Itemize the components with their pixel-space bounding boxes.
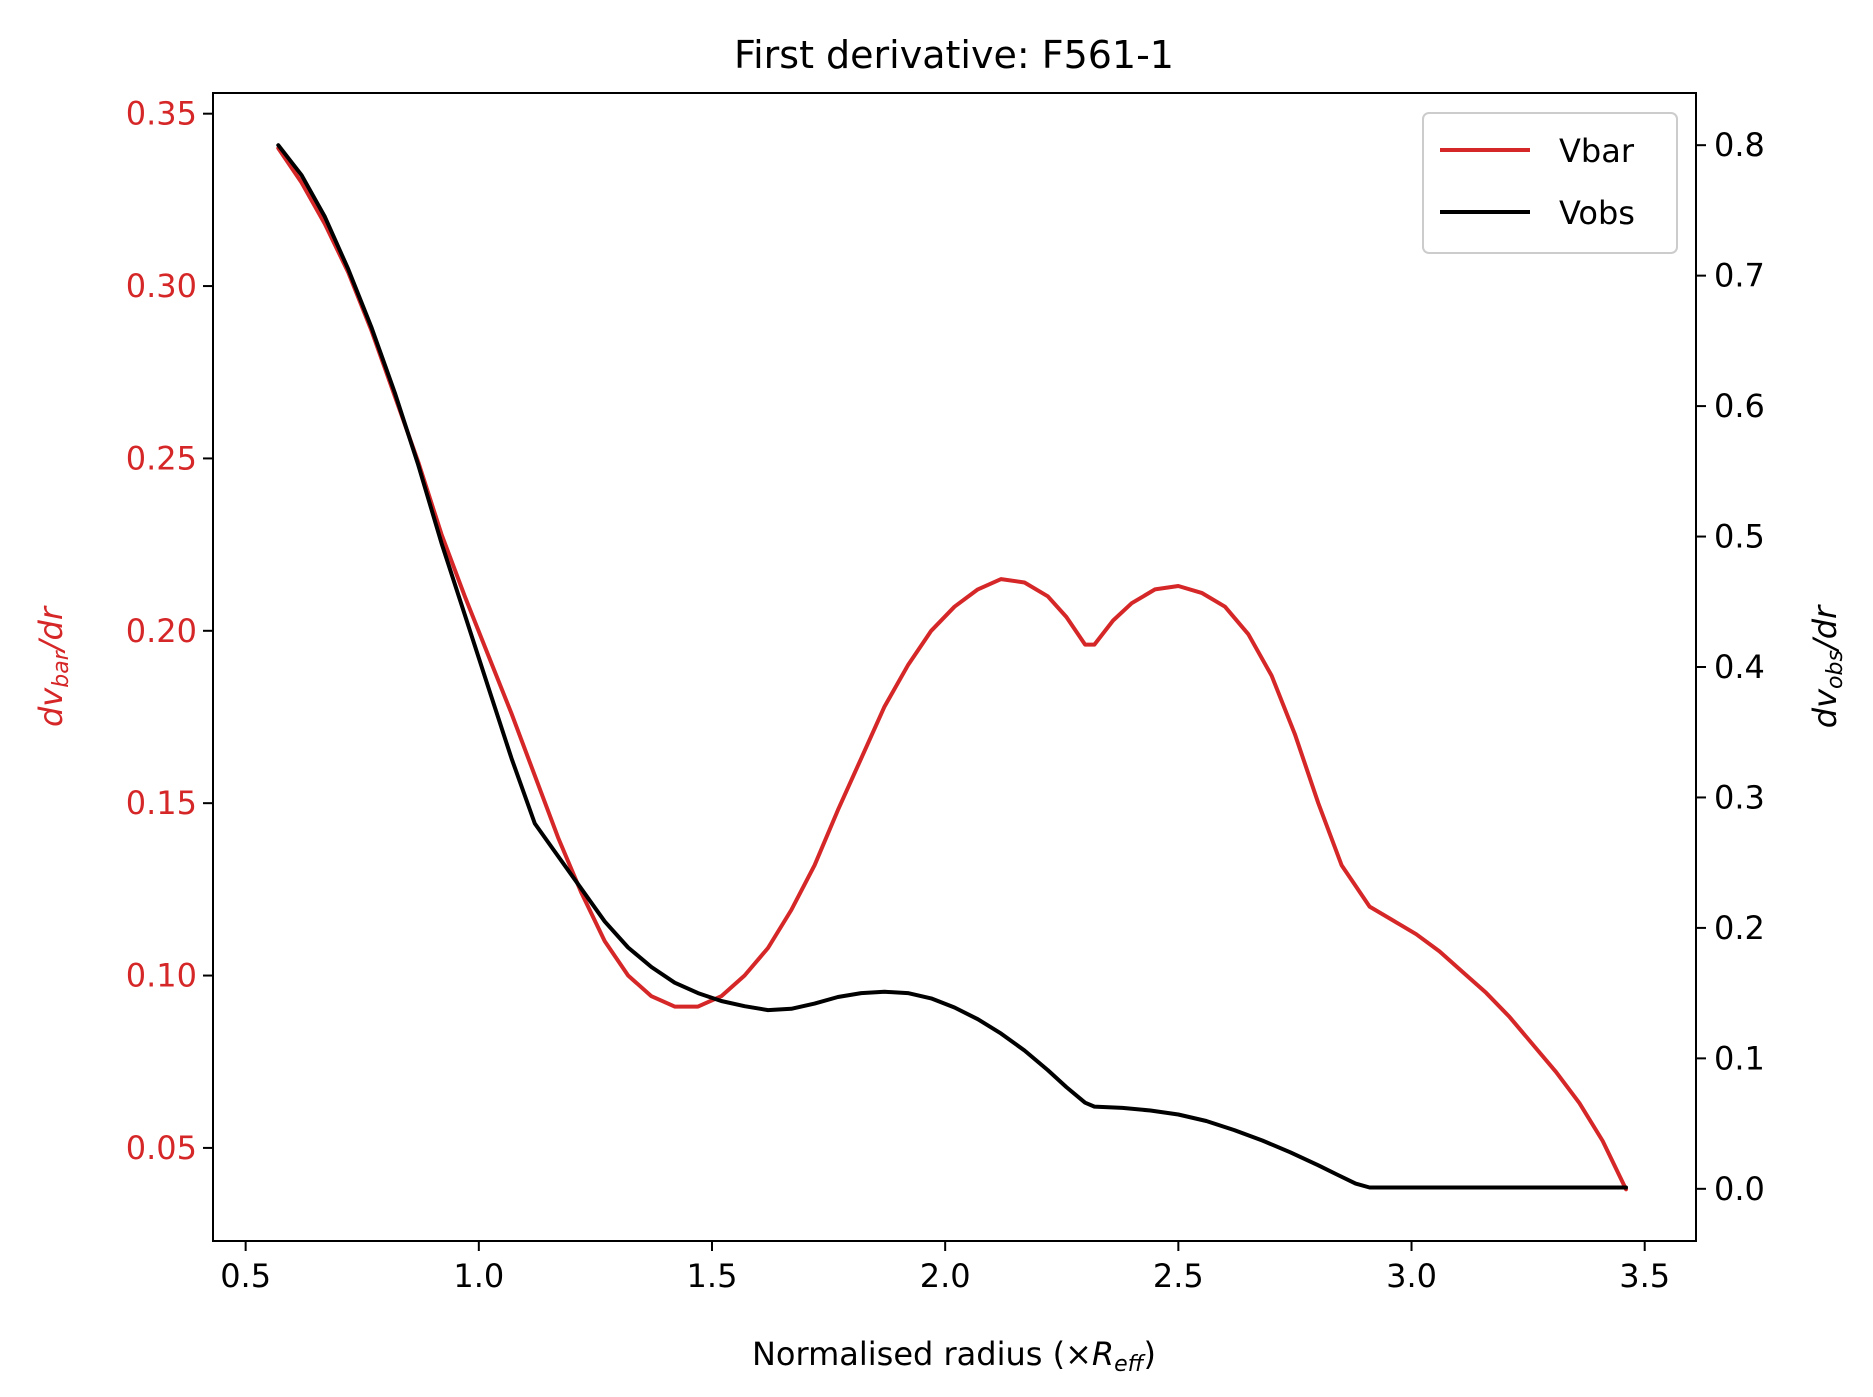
legend-box: [1422, 112, 1678, 254]
y-right-tick-label: 0.4: [1714, 648, 1765, 686]
legend: Vbar Vobs: [1422, 112, 1678, 254]
y-axis-left-label: dvbar/dr: [32, 605, 74, 727]
x-tick-label: 0.5: [220, 1257, 271, 1295]
y-right-tick-label: 0.2: [1714, 909, 1765, 947]
plot-frame: [212, 92, 1697, 1242]
x-tick-label: 1.5: [687, 1257, 738, 1295]
series-line-vobs: [276, 143, 1628, 1190]
y-right-tick-label: 0.0: [1714, 1170, 1765, 1208]
y-right-tick-label: 0.5: [1714, 518, 1765, 556]
y-axis-right-label: dvobs/dr: [1806, 604, 1848, 728]
legend-label-vbar: Vbar: [1559, 132, 1635, 170]
y-left-tick-label: 0.25: [126, 439, 197, 477]
x-tick-label: 2.5: [1153, 1257, 1204, 1295]
x-axis: 0.5 1.0 1.5 2.0 2.5 3.0 3.5: [220, 1241, 1670, 1295]
y-right-tick-label: 0.3: [1714, 778, 1765, 816]
y-left-tick-label: 0.35: [126, 95, 197, 133]
chart-title: First derivative: F561-1: [734, 33, 1174, 77]
plot-area: [212, 92, 1697, 1242]
x-tick-label: 3.5: [1619, 1257, 1670, 1295]
series-line-vbar: [276, 146, 1628, 1192]
y-left-tick-label: 0.30: [126, 267, 197, 305]
legend-label-vobs: Vobs: [1559, 194, 1635, 232]
y-axis-right: 0.0 0.1 0.2 0.3 0.4 0.5 0.6 0.7 0.8: [1696, 126, 1765, 1208]
x-tick-label: 2.0: [920, 1257, 971, 1295]
y-right-tick-label: 0.6: [1714, 387, 1765, 425]
x-tick-label: 3.0: [1386, 1257, 1437, 1295]
y-left-tick-label: 0.10: [126, 957, 197, 995]
x-tick-label: 1.0: [453, 1257, 504, 1295]
y-left-tick-label: 0.15: [126, 784, 197, 822]
y-axis-left: 0.05 0.10 0.15 0.20 0.25 0.30 0.35: [126, 95, 213, 1167]
y-left-tick-label: 0.05: [126, 1129, 197, 1167]
x-axis-label: Normalised radius (×Reff): [752, 1335, 1156, 1377]
series-lines: [276, 143, 1628, 1192]
y-right-tick-label: 0.7: [1714, 257, 1765, 295]
y-right-tick-label: 0.1: [1714, 1039, 1765, 1077]
y-left-tick-label: 0.20: [126, 612, 197, 650]
y-right-tick-label: 0.8: [1714, 126, 1765, 164]
